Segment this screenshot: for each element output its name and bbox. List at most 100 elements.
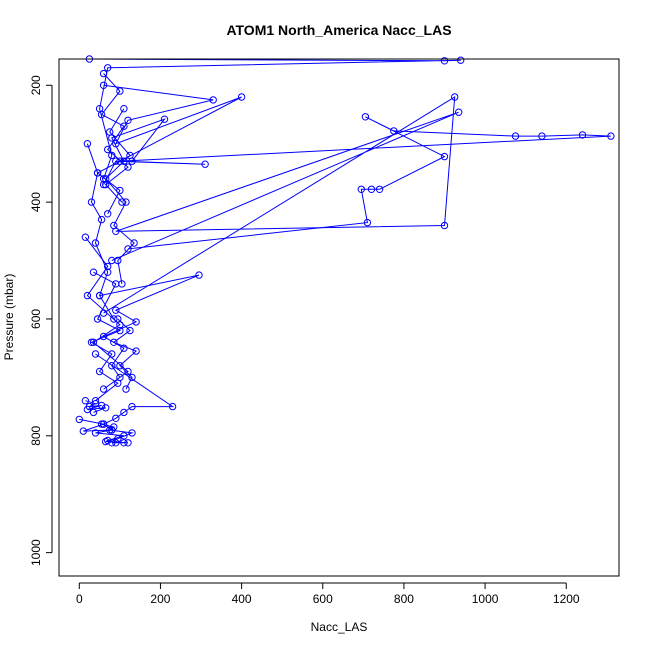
data-point (97, 110, 106, 119)
data-point (363, 218, 372, 227)
data-point (195, 271, 203, 279)
data-point (75, 415, 84, 424)
data-point (104, 145, 112, 154)
data-point (93, 315, 102, 323)
data-point (124, 439, 132, 447)
data-point (112, 306, 120, 314)
x-tick-label: 200 (150, 592, 170, 606)
data-point (201, 160, 209, 168)
data-point (114, 435, 122, 443)
data-point (89, 268, 98, 276)
data-point (116, 326, 124, 335)
data-point (367, 185, 376, 194)
data-point (120, 408, 128, 417)
data-point (357, 185, 365, 194)
data-point (120, 439, 128, 447)
data-point (83, 291, 92, 300)
data-point (104, 210, 112, 218)
series-13 (81, 397, 110, 417)
x-axis-label: Nacc_LAS (311, 620, 368, 634)
data-point (126, 151, 134, 160)
series-line (96, 84, 242, 215)
series-9 (97, 420, 136, 447)
data-point (128, 429, 136, 437)
data-point (79, 427, 88, 435)
data-point (124, 367, 132, 376)
series-14 (110, 315, 140, 393)
x-tick-label: 600 (313, 592, 333, 606)
data-point (160, 115, 169, 123)
data-point (607, 132, 615, 140)
data-point (128, 373, 136, 382)
series-line (105, 108, 135, 284)
data-point (112, 157, 120, 165)
series-10 (83, 140, 118, 323)
data-point (116, 157, 124, 165)
data-point (124, 163, 132, 171)
data-point (95, 291, 104, 300)
data-point (83, 140, 92, 148)
data-point (375, 185, 384, 194)
series-15 (97, 69, 132, 206)
series-line (89, 58, 461, 179)
data-point (112, 280, 120, 288)
data-point (116, 186, 124, 195)
data-point (132, 318, 140, 326)
data-point (93, 169, 102, 177)
data-point (114, 315, 122, 323)
series-line (85, 400, 106, 413)
series-3 (116, 113, 615, 253)
data-point (440, 152, 449, 161)
data-point (81, 397, 90, 405)
data-point (130, 239, 138, 247)
series-line (86, 143, 115, 320)
data-point (81, 233, 90, 241)
x-tick-label: 400 (232, 592, 252, 606)
data-point (440, 221, 449, 230)
data-point (120, 344, 128, 352)
data-point (122, 198, 130, 206)
data-point (87, 198, 96, 206)
data-point (91, 350, 100, 358)
data-point (126, 326, 134, 335)
x-tick-label: 800 (394, 592, 414, 606)
series-line (119, 116, 611, 250)
data-point (97, 401, 106, 410)
data-point (104, 64, 112, 72)
data-point (457, 56, 465, 64)
data-point (120, 105, 128, 113)
data-point (538, 132, 546, 140)
data-point (99, 81, 108, 90)
data-point (120, 432, 128, 440)
data-point (128, 402, 136, 411)
data-point (120, 122, 128, 130)
data-point (209, 96, 217, 104)
data-point (108, 350, 116, 358)
plot-frame (58, 58, 620, 577)
data-point (361, 113, 370, 121)
data-point (114, 256, 122, 265)
data-point (91, 239, 100, 247)
data-point (91, 429, 100, 437)
data-point (99, 385, 108, 393)
series-line (90, 271, 122, 402)
data-point (99, 420, 108, 428)
data-point (455, 108, 463, 116)
series-line (100, 73, 129, 203)
y-tick-label: 400 (29, 192, 43, 212)
series-line (112, 318, 138, 390)
data-point (89, 338, 98, 346)
data-point (87, 338, 96, 346)
data-point (104, 262, 112, 271)
data-point (110, 221, 118, 230)
data-point (104, 268, 112, 276)
data-point (114, 379, 122, 387)
plot-series (75, 55, 615, 447)
data-point (99, 69, 108, 78)
y-tick-label: 200 (29, 75, 43, 95)
data-point (106, 426, 114, 434)
data-point (102, 175, 110, 183)
chart-title: ATOM1 North_America Nacc_LAS (226, 22, 451, 38)
data-point (116, 87, 124, 95)
